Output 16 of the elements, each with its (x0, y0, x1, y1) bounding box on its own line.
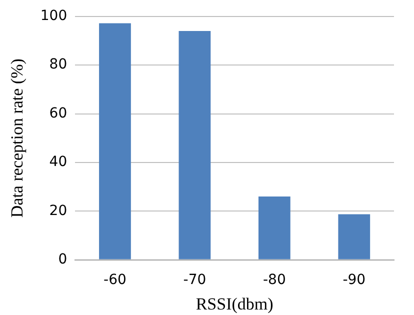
x-tick-label: -60 (104, 272, 126, 288)
y-tick-label: 40 (49, 154, 68, 170)
x-tick-label: -70 (183, 272, 206, 288)
y-tick-label: 0 (58, 251, 68, 268)
x-tick-label: -80 (262, 272, 286, 288)
bar (338, 214, 370, 260)
bar (99, 23, 131, 260)
y-axis-title: Data reception rate (%) (8, 58, 27, 218)
x-axis-title: RSSI(dbm) (196, 294, 274, 314)
bar (178, 31, 211, 260)
y-tick-label: 60 (49, 105, 68, 122)
y-tick-label: 80 (49, 56, 68, 73)
bar (258, 196, 290, 260)
x-tick-label: -90 (342, 272, 366, 288)
y-tick-label: 20 (49, 202, 68, 219)
y-tick-label: 100 (40, 8, 68, 24)
